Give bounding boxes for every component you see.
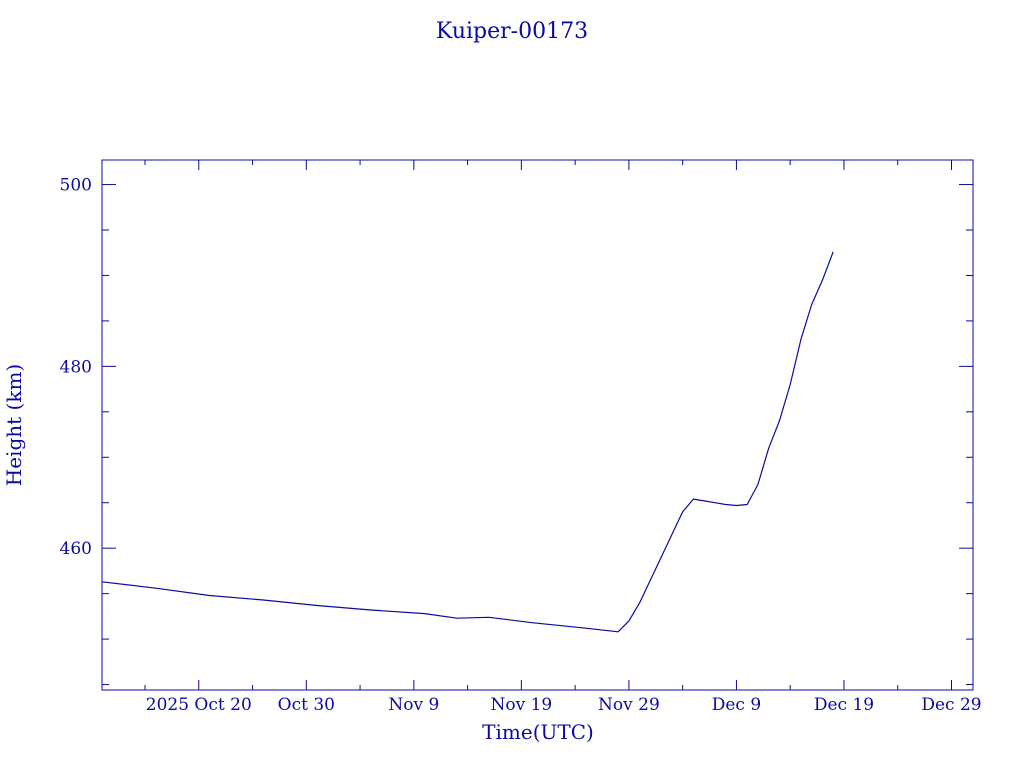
- plot-frame: [101, 159, 974, 691]
- y-tick-label: 460: [60, 539, 92, 559]
- x-tick-label: Nov 29: [598, 695, 660, 715]
- x-tick-label: Nov 19: [490, 695, 552, 715]
- x-tick-label: Nov 9: [388, 695, 439, 715]
- x-axis-label: Time(UTC): [482, 720, 594, 744]
- height-series-line: [101, 251, 834, 633]
- y-axis-label: Height (km): [2, 364, 26, 486]
- x-tick-label: Dec 29: [921, 695, 981, 715]
- y-tick-label: 480: [60, 357, 92, 377]
- x-tick-label: 2025 Oct 20: [146, 695, 252, 715]
- x-tick-labels: 2025 Oct 20 Oct 30 Nov 9 Nov 19 Nov 29 Dec 9 D…: [146, 695, 982, 715]
- x-tick-label: Dec 19: [814, 695, 874, 715]
- x-tick-label: Dec 9: [712, 695, 761, 715]
- axis-ticks: [102, 160, 973, 690]
- y-tick-label: 500: [60, 176, 92, 196]
- y-tick-labels: 460 480 500: [60, 176, 92, 560]
- x-tick-label: Oct 30: [278, 695, 335, 715]
- chart-title: Kuiper-00173: [436, 19, 588, 44]
